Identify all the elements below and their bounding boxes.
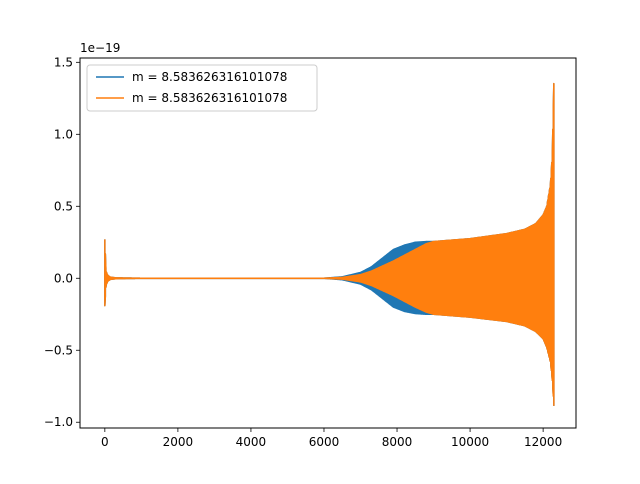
legend-label-series-2: m = 8.583626316101078 xyxy=(132,91,287,105)
x-tick-label: 4000 xyxy=(236,435,267,449)
y-tick-label: 1.0 xyxy=(54,127,73,141)
axes-frame xyxy=(79,57,577,429)
y-tick-label: −1.0 xyxy=(44,415,73,429)
y-tick-label: 1.5 xyxy=(54,55,73,69)
y-tick-label: −0.5 xyxy=(44,343,73,357)
series-layer xyxy=(104,82,555,406)
x-tick-label: 10000 xyxy=(451,435,489,449)
x-tick-label: 6000 xyxy=(309,435,340,449)
x-tick-label: 2000 xyxy=(163,435,194,449)
legend-box xyxy=(86,64,318,112)
legend-label-series-1: m = 8.583626316101078 xyxy=(132,70,287,84)
series-line-2 xyxy=(104,82,555,406)
x-axis: 0 2000 4000 6000 8000 10000 12000 xyxy=(101,428,562,449)
y-offset-label: 1e−19 xyxy=(80,41,120,55)
legend: m = 8.583626316101078 m = 8.583626316101… xyxy=(86,64,318,112)
x-tick-label: 12000 xyxy=(524,435,562,449)
y-axis: −1.0 −0.5 0.0 0.5 1.0 1.5 xyxy=(44,55,80,429)
y-tick-label: 0.0 xyxy=(54,271,73,285)
x-tick-label: 8000 xyxy=(382,435,413,449)
x-tick-label: 0 xyxy=(101,435,109,449)
y-tick-label: 0.5 xyxy=(54,199,73,213)
